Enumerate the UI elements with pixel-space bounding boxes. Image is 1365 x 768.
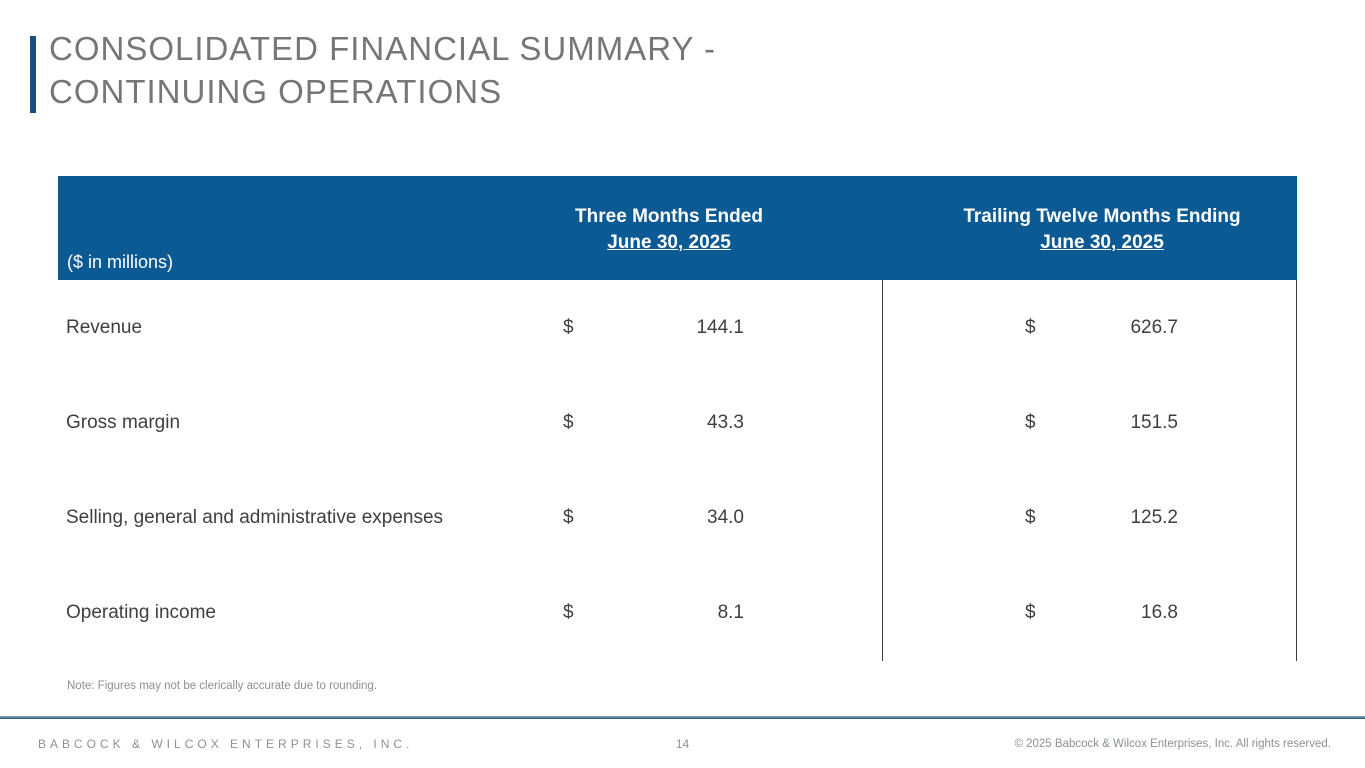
table-row: Selling, general and administrative expe… [58,471,1297,566]
currency-symbol: $ [563,411,574,433]
three-months-value-cell: $ 8.1 [563,602,744,624]
currency-symbol: $ [563,602,574,624]
column-header-three-months: Three Months Ended June 30, 2025 [498,204,840,256]
table-header: ($ in millions) Three Months Ended June … [58,176,1297,280]
currency-symbol: $ [1025,316,1036,338]
table-right-border [1296,280,1297,661]
three-months-value-cell: $ 34.0 [563,507,744,529]
value: 151.5 [1130,411,1178,433]
currency-symbol: $ [1025,411,1036,433]
currency-symbol: $ [563,316,574,338]
currency-symbol: $ [1025,507,1036,529]
currency-symbol: $ [563,507,574,529]
footer-copyright: © 2025 Babcock & Wilcox Enterprises, Inc… [1014,737,1331,750]
trailing-twelve-value-cell: $ 16.8 [1025,602,1178,624]
footer-divider [0,716,1365,719]
value: 8.1 [717,602,744,624]
trailing-twelve-value-cell: $ 125.2 [1025,507,1178,529]
page-number: 14 [675,736,690,751]
column-header-trailing-twelve-title: Trailing Twelve Months Ending [963,206,1241,227]
footer-company-name: BABCOCK & WILCOX ENTERPRISES, INC. [38,736,414,751]
title-accent-bar [30,36,36,113]
column-divider [882,280,883,661]
row-label: Revenue [66,316,143,338]
page-title: CONSOLIDATED FINANCIAL SUMMARY - CONTINU… [49,27,716,113]
value: 16.8 [1141,602,1178,624]
table-row: Revenue $ 144.1 $ 626.7 [58,280,1297,375]
unit-label: ($ in millions) [67,252,174,272]
column-header-three-months-date: June 30, 2025 [607,232,731,253]
value: 144.1 [696,316,744,338]
page-title-line2: CONTINUING OPERATIONS [49,73,503,110]
footer: 14 BABCOCK & WILCOX ENTERPRISES, INC. © … [0,719,1365,768]
three-months-value-cell: $ 144.1 [563,317,744,339]
table-body: Revenue $ 144.1 $ 626.7 Gross margin $ 4… [58,280,1297,661]
row-label: Selling, general and administrative expe… [66,507,444,529]
currency-symbol: $ [1025,602,1036,624]
column-header-three-months-title: Three Months Ended [575,206,763,227]
column-header-trailing-twelve: Trailing Twelve Months Ending June 30, 2… [920,204,1284,256]
value: 43.3 [707,411,744,433]
column-header-trailing-twelve-date: June 30, 2025 [1040,232,1164,253]
three-months-value-cell: $ 43.3 [563,412,744,434]
value: 125.2 [1130,507,1178,529]
table-row: Gross margin $ 43.3 $ 151.5 [58,375,1297,470]
trailing-twelve-value-cell: $ 626.7 [1025,317,1178,339]
rounding-note: Note: Figures may not be clerically accu… [67,680,378,692]
value: 34.0 [707,507,744,529]
value: 626.7 [1130,316,1178,338]
row-label: Operating income [66,602,216,624]
financial-summary-table: ($ in millions) Three Months Ended June … [58,176,1297,661]
page-title-line1: CONSOLIDATED FINANCIAL SUMMARY - [49,30,717,67]
table-row: Operating income $ 8.1 $ 16.8 [58,566,1297,661]
trailing-twelve-value-cell: $ 151.5 [1025,412,1178,434]
row-label: Gross margin [66,411,181,433]
